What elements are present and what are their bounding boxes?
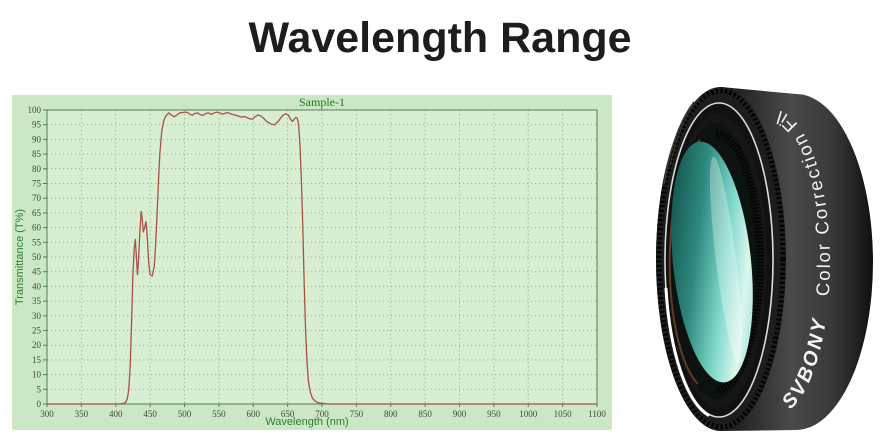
thread-line [663, 101, 695, 185]
filter-knurl-inner [715, 130, 764, 394]
chart-title: Sample-1 [299, 95, 345, 109]
x-tick-label: 700 [315, 409, 329, 419]
x-tick-label: 350 [75, 409, 89, 419]
x-tick-label: 500 [178, 409, 192, 419]
transmittance-curve [47, 111, 597, 405]
y-tick-label: 45 [32, 267, 42, 277]
y-tick-label: 30 [32, 311, 42, 321]
y-tick-label: 75 [32, 179, 42, 189]
x-tick-label: 750 [350, 409, 364, 419]
x-tick-label: 650 [281, 409, 295, 419]
transmittance-chart: 300 350 400 450 500 550 600 650 700 750 800 850 900 9… [12, 95, 612, 430]
y-tick-label: 85 [32, 149, 42, 159]
x-axis-title: Wavelength (nm) [265, 416, 348, 428]
x-tick-label: 600 [247, 409, 261, 419]
y-tick-label: 0 [37, 399, 42, 409]
x-tick-label: 1100 [588, 409, 606, 419]
x-tick-label: 300 [40, 409, 54, 419]
y-tick-label: 55 [32, 237, 42, 247]
y-tick-label: 15 [32, 355, 42, 365]
y-tick-label: 90 [32, 134, 42, 144]
chart-canvas: 300 350 400 450 500 550 600 650 700 750 800 850 900 9… [12, 95, 612, 430]
y-tick-label: 20 [32, 340, 42, 350]
x-tick-label: 800 [384, 409, 398, 419]
y-tick-label: 65 [32, 208, 42, 218]
filter-rim-bright-arc [664, 287, 710, 417]
x-tick-label: 550 [212, 409, 226, 419]
y-tick-label: 35 [32, 296, 42, 306]
x-tick-label: 850 [418, 409, 432, 419]
page-title: Wavelength Range [248, 14, 632, 62]
y-tick-label: 40 [32, 281, 42, 291]
x-tick-label: 450 [143, 409, 157, 419]
x-tick-label: 900 [453, 409, 467, 419]
y-tick-label: 25 [32, 326, 42, 336]
x-tick-label: 400 [109, 409, 123, 419]
y-tick-label: 50 [32, 252, 42, 262]
x-tick-label: 1050 [554, 409, 573, 419]
y-axis-title: Transmittance (T%) [14, 209, 26, 305]
y-tick-label: 70 [32, 193, 42, 203]
filter-illustration: SVBONY Color Correction Filter [640, 67, 873, 431]
y-tick-label: 80 [32, 164, 42, 174]
y-tick-label: 60 [32, 223, 42, 233]
x-tick-label: 950 [487, 409, 501, 419]
x-tick-label: 1000 [519, 409, 538, 419]
y-tick-label: 100 [28, 105, 42, 115]
filter-glass [671, 141, 753, 383]
y-tick-label: 5 [37, 384, 42, 394]
thread-line [669, 97, 701, 167]
y-tick-label: 95 [32, 120, 42, 130]
glass-highlight [709, 156, 743, 364]
filter-knurl-outer [656, 88, 786, 430]
product-photo: SVBONY Color Correction Filter [640, 67, 880, 440]
y-tick-label: 10 [32, 370, 42, 380]
